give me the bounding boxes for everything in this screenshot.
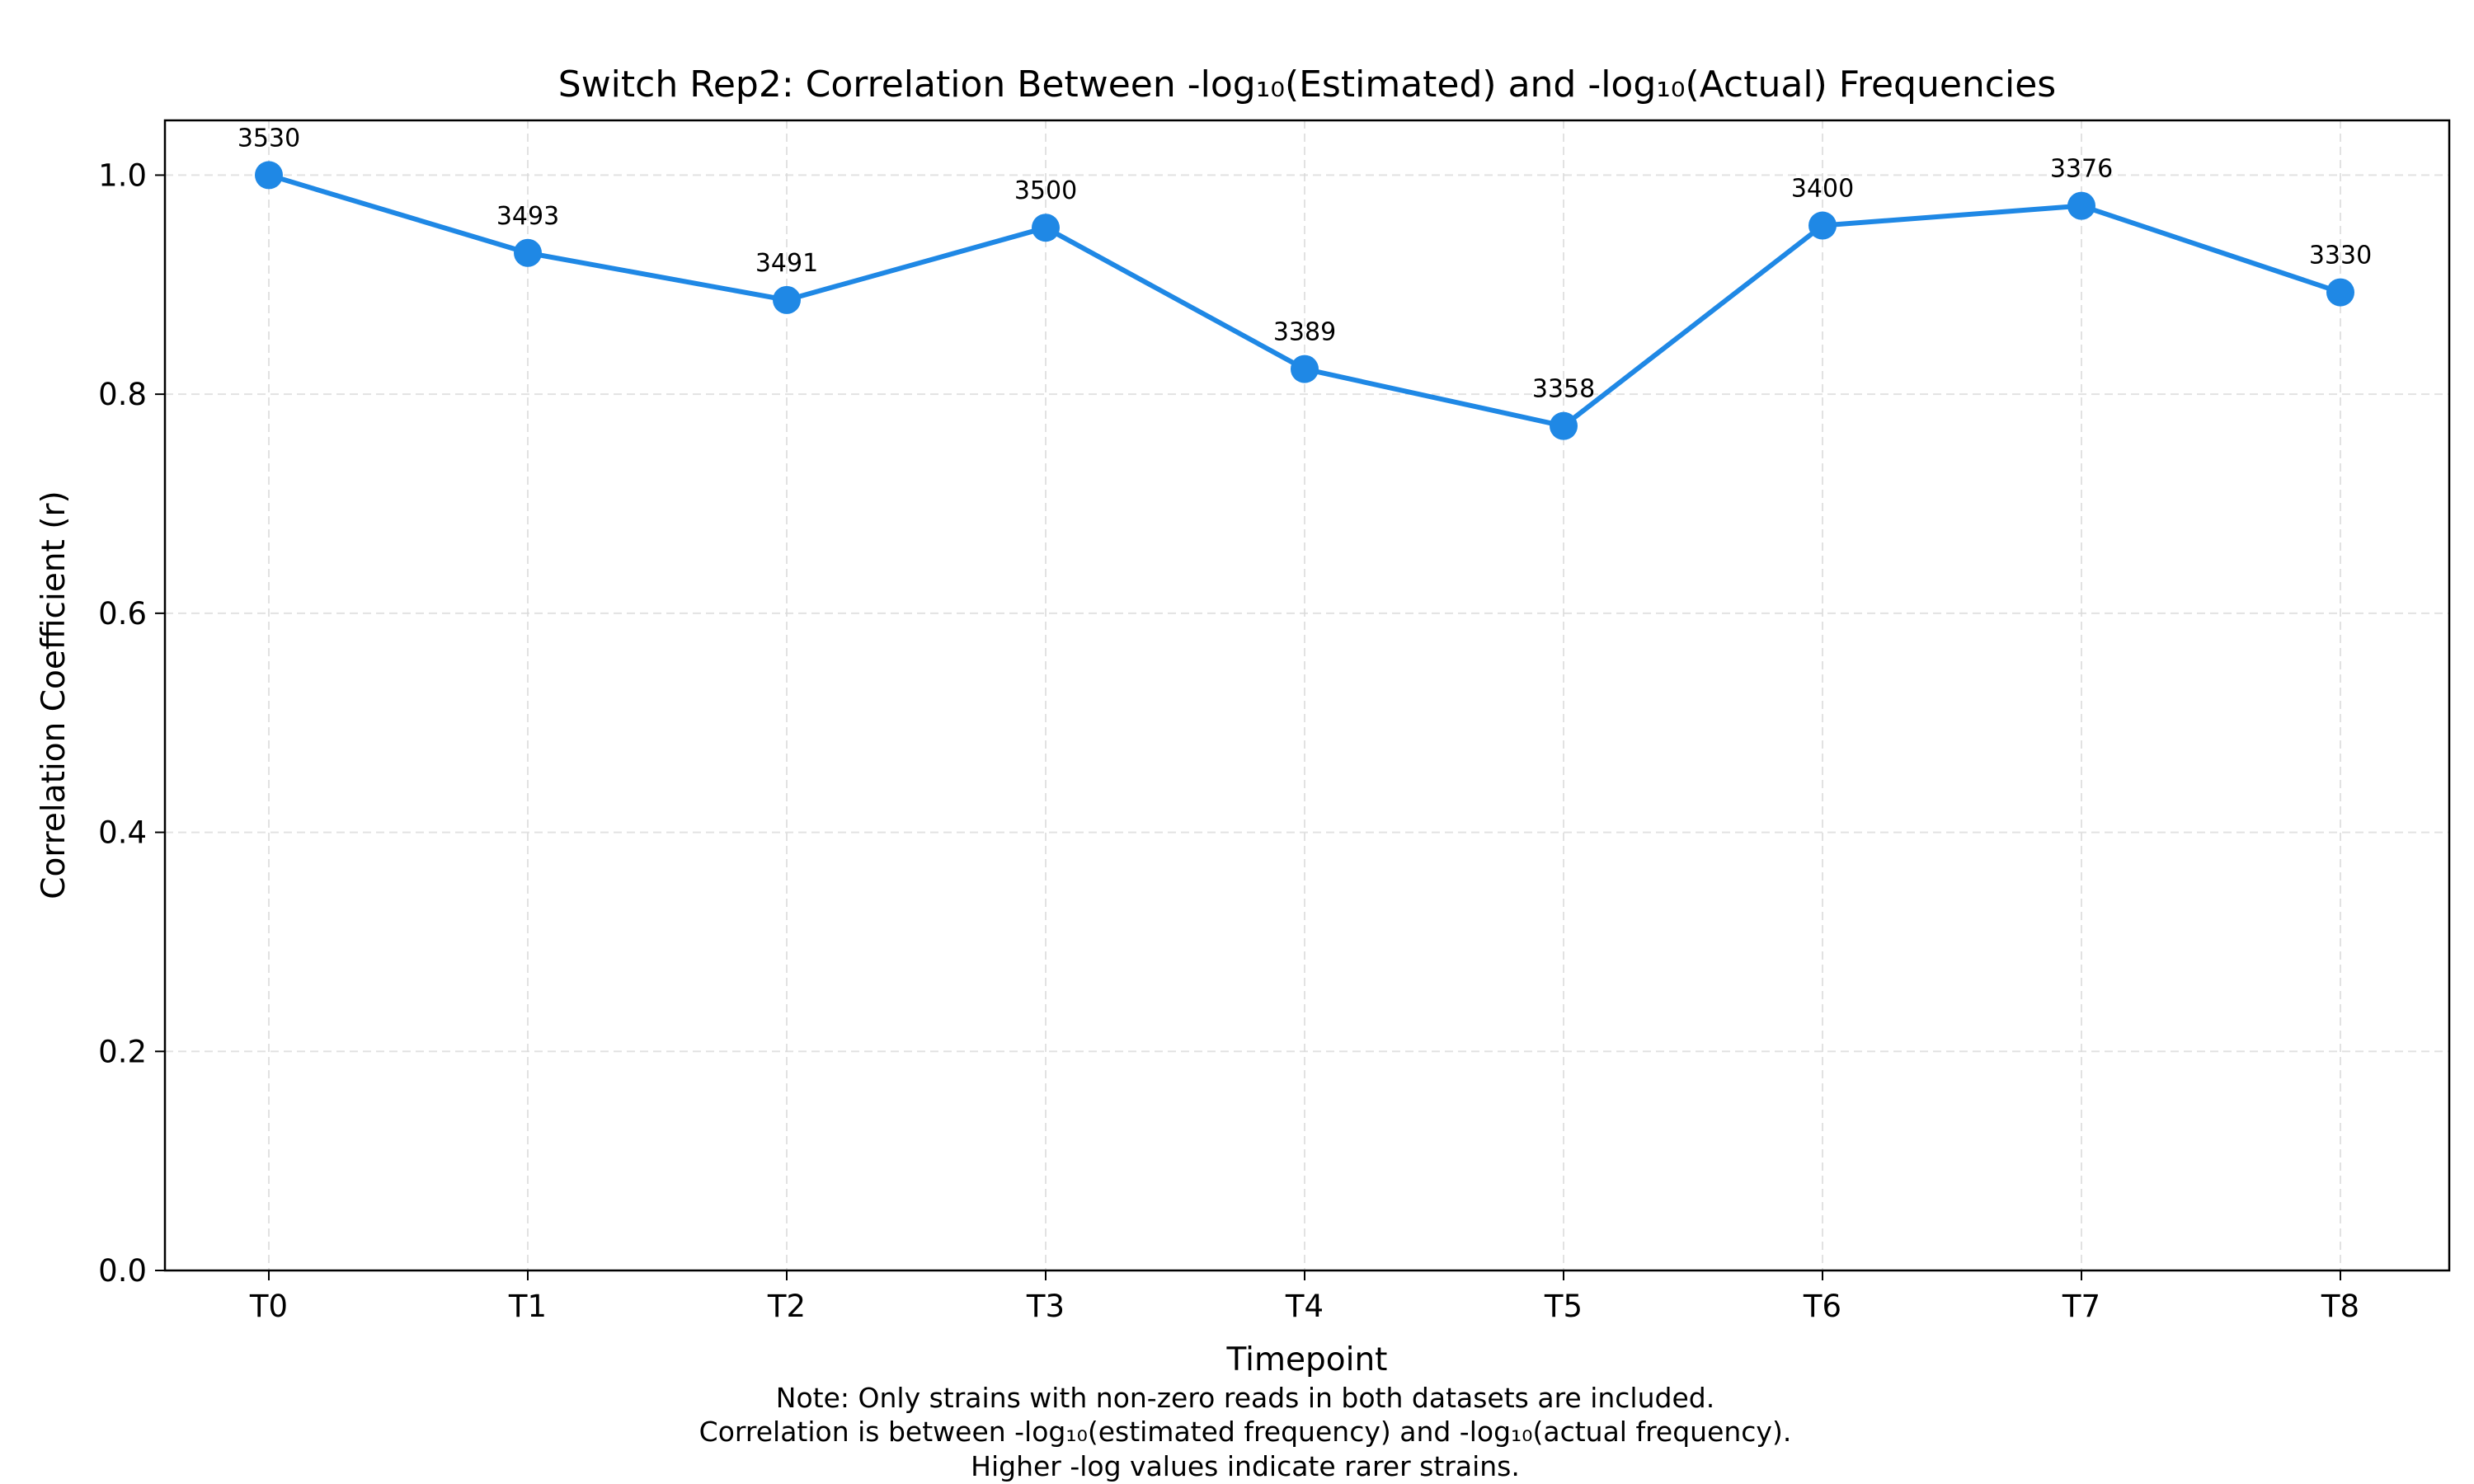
y-tick-label: 0.6 xyxy=(98,596,147,632)
data-label: 3493 xyxy=(496,202,559,231)
y-tick-label: 1.0 xyxy=(98,157,147,193)
x-tick-label: T0 xyxy=(249,1289,288,1324)
x-tick-label: T7 xyxy=(2062,1289,2100,1324)
data-point xyxy=(514,238,542,267)
x-tick-label: T2 xyxy=(767,1289,806,1324)
data-label: 3491 xyxy=(755,249,818,278)
x-tick-label: T1 xyxy=(508,1289,547,1324)
label-layer: T0 T1 T2 T3 T4 T5 T6 T7 T8 0.0 0.2 0.4 0.6 0.8 1.0 3530… xyxy=(98,124,2372,1324)
note-line-1: Note: Only strains with non-zero reads i… xyxy=(776,1382,1714,1414)
data-point xyxy=(255,161,283,190)
axis-layer xyxy=(155,119,2451,1280)
x-axis-label: Timepoint xyxy=(1226,1341,1388,1378)
data-label: 3376 xyxy=(2050,155,2113,184)
x-tick-label: T4 xyxy=(1285,1289,1324,1324)
x-tick-label: T5 xyxy=(1544,1289,1583,1324)
data-point xyxy=(773,285,801,314)
x-tick-label: T8 xyxy=(2321,1289,2359,1324)
data-label: 3358 xyxy=(1532,375,1595,404)
data-label: 3530 xyxy=(238,124,300,153)
data-point xyxy=(1291,355,1319,383)
plot-frame xyxy=(163,119,2451,1272)
x-tick-label: T3 xyxy=(1026,1289,1065,1324)
y-axis-label: Correlation Coefficient (r) xyxy=(35,491,73,899)
note-line-2: Correlation is between -log₁₀(estimated … xyxy=(699,1416,1792,1448)
y-tick-label: 0.0 xyxy=(98,1253,147,1289)
data-point xyxy=(1550,411,1578,440)
x-tick-label: T6 xyxy=(1803,1289,1841,1324)
grid-layer xyxy=(165,120,2449,1271)
series-layer xyxy=(255,161,2354,440)
data-label: 3330 xyxy=(2309,242,2372,270)
data-label: 3500 xyxy=(1014,176,1077,205)
data-point xyxy=(2326,278,2354,307)
data-point xyxy=(1032,214,1060,242)
chart-title: Switch Rep2: Correlation Between -log₁₀(… xyxy=(558,63,2056,106)
data-point xyxy=(1808,211,1837,240)
data-point xyxy=(2067,191,2095,220)
note-line-3: Higher -log values indicate rarer strain… xyxy=(971,1450,1520,1482)
data-label: 3400 xyxy=(1791,175,1854,204)
y-tick-label: 0.2 xyxy=(98,1034,147,1069)
data-label: 3389 xyxy=(1273,318,1336,347)
y-tick-label: 0.8 xyxy=(98,377,147,412)
y-tick-label: 0.4 xyxy=(98,815,147,851)
